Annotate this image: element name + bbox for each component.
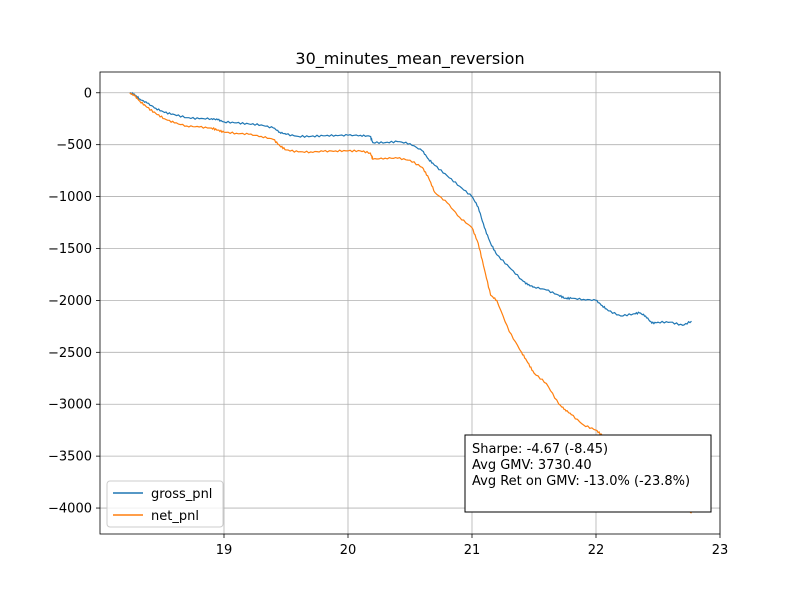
y-tick-label: −3000 <box>48 398 92 413</box>
y-tick-label: −1500 <box>48 242 92 257</box>
chart-title: 30_minutes_mean_reversion <box>295 49 524 69</box>
y-tick-label: −3500 <box>48 450 92 465</box>
x-tick-label: 21 <box>464 543 481 558</box>
legend-label-net_pnl: net_pnl <box>151 509 199 524</box>
y-tick-label: −1000 <box>48 190 92 205</box>
y-tick-label: −500 <box>56 138 92 153</box>
y-tick-label: 0 <box>84 86 92 101</box>
y-tick-label: −4000 <box>48 502 92 517</box>
annotation-line: Avg Ret on GMV: -13.0% (-23.8%) <box>472 474 690 489</box>
series-line-gross_pnl <box>129 91 692 326</box>
plot-frame <box>99 71 721 535</box>
axes: 19 20 21 22 23 0 −500 −1000 −1500 −2000 −2500 −3000… <box>48 71 729 558</box>
annotation-line: Sharpe: -4.67 (-8.45) <box>472 442 608 457</box>
annotation-box <box>464 434 712 513</box>
x-tick-label: 20 <box>340 543 357 558</box>
legend-label-gross_pnl: gross_pnl <box>151 487 212 502</box>
y-tick-label: −2500 <box>48 346 92 361</box>
annotation-line: Avg GMV: 3730.40 <box>472 458 592 473</box>
y-tick-label: −2000 <box>48 294 92 309</box>
x-tick-label: 22 <box>588 543 605 558</box>
legend: gross_pnl net_pnl <box>106 480 224 528</box>
x-tick-label: 23 <box>712 543 729 558</box>
stats-annotation-box: Sharpe: -4.67 (-8.45)Avg GMV: 3730.40Avg… <box>464 434 712 513</box>
x-tick-label: 19 <box>216 543 233 558</box>
